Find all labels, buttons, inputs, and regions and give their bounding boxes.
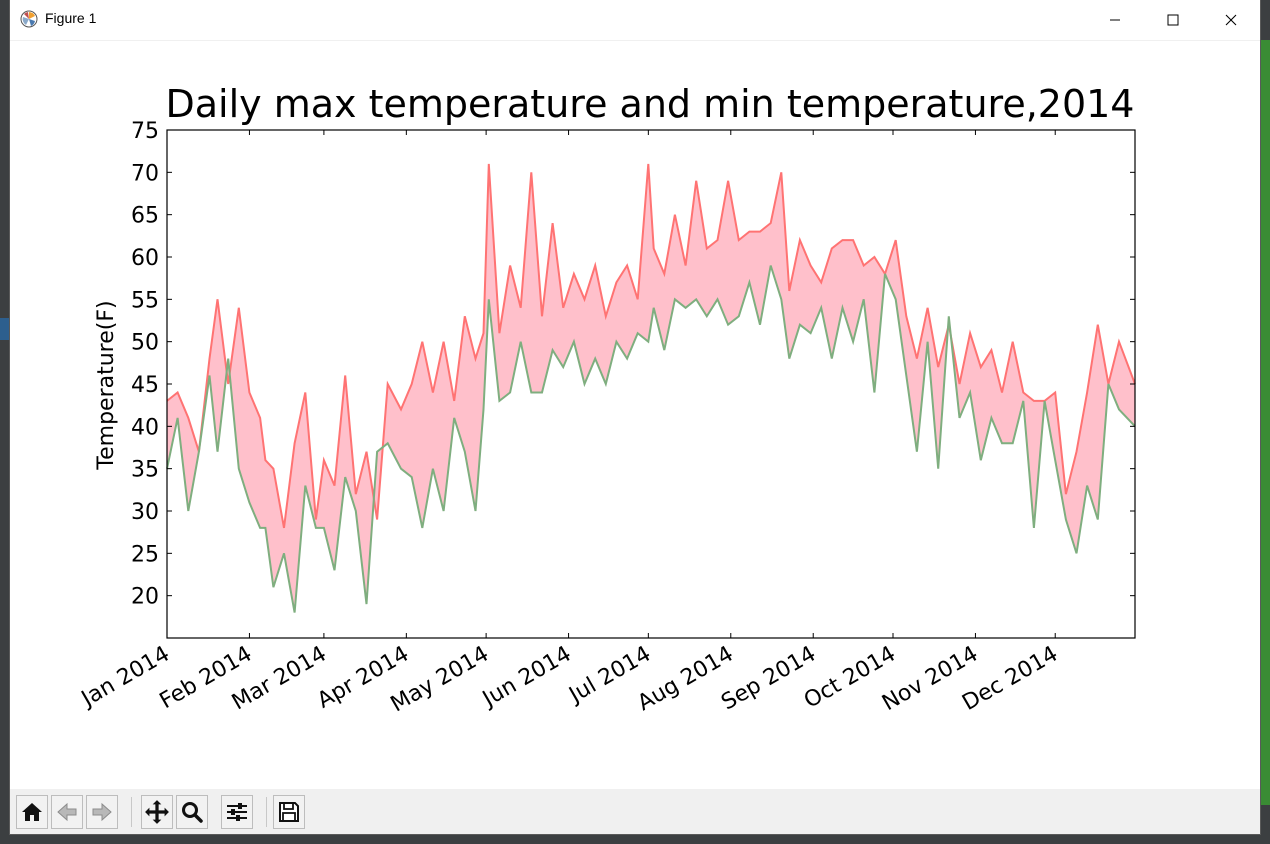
home-button[interactable] — [16, 795, 48, 829]
y-tick-label: 40 — [131, 415, 159, 440]
temperature-chart[interactable]: Daily max temperature and min temperatur… — [10, 41, 1260, 789]
y-axis-ticks: 20 25 30 35 40 45 50 55 60 65 70 75 — [131, 119, 1135, 610]
y-tick-label: 55 — [131, 288, 159, 313]
axes-frame — [166, 129, 1136, 639]
pan-button[interactable] — [141, 795, 173, 829]
background-panel — [1260, 40, 1270, 805]
figure-window: Figure 1 Daily max temperature and min t… — [10, 0, 1260, 834]
window-title: Figure 1 — [45, 10, 97, 26]
chart-title: Daily max temperature and min temperatur… — [166, 82, 1135, 126]
sliders-icon — [227, 803, 247, 821]
close-icon — [1225, 14, 1237, 26]
max-temperature-line — [166, 163, 1136, 529]
toolbar-separator — [266, 797, 267, 827]
toolbar-separator — [131, 797, 132, 827]
background-highlight — [0, 318, 10, 340]
plot-canvas[interactable]: Daily max temperature and min temperatur… — [10, 41, 1260, 789]
y-axis-label: Temperature(F) — [94, 300, 119, 470]
move-icon — [145, 800, 169, 824]
minimize-icon — [1110, 19, 1120, 21]
x-tick-label: Jan 2014 — [76, 642, 174, 713]
y-tick-label: 75 — [131, 119, 159, 144]
matplotlib-logo-icon — [20, 10, 38, 28]
plot-layer — [166, 163, 1136, 613]
navigation-toolbar — [10, 789, 1260, 834]
back-button[interactable] — [51, 795, 83, 829]
y-tick-label: 60 — [131, 246, 159, 271]
configure-subplots-button[interactable] — [221, 795, 253, 829]
minimize-button[interactable] — [1086, 0, 1144, 40]
arrow-left-icon — [57, 802, 77, 822]
x-tick-label: Sep 2014 — [717, 642, 820, 716]
background-right — [1260, 0, 1270, 844]
y-tick-label: 25 — [131, 542, 159, 567]
save-button[interactable] — [273, 795, 305, 829]
zoom-button[interactable] — [176, 795, 208, 829]
magnifier-icon — [182, 802, 203, 823]
forward-button[interactable] — [86, 795, 118, 829]
close-button[interactable] — [1202, 0, 1260, 40]
arrow-right-icon — [92, 802, 112, 822]
background-bottom — [0, 834, 1270, 844]
maximize-button[interactable] — [1144, 0, 1202, 40]
y-tick-label: 65 — [131, 204, 159, 229]
title-bar[interactable]: Figure 1 — [10, 0, 1260, 41]
y-tick-label: 30 — [131, 500, 159, 525]
maximize-icon — [1167, 14, 1179, 26]
y-tick-label: 45 — [131, 373, 159, 398]
x-tick-label: Jun 2014 — [477, 642, 576, 713]
min-temperature-line — [166, 265, 1136, 613]
y-tick-label: 70 — [131, 161, 159, 186]
y-tick-label: 20 — [131, 585, 159, 610]
y-tick-label: 35 — [131, 458, 159, 483]
floppy-disk-icon — [279, 802, 299, 822]
background-left — [0, 0, 10, 844]
y-tick-label: 50 — [131, 331, 159, 356]
temperature-range-fill — [167, 163, 1135, 613]
home-icon — [22, 803, 42, 821]
